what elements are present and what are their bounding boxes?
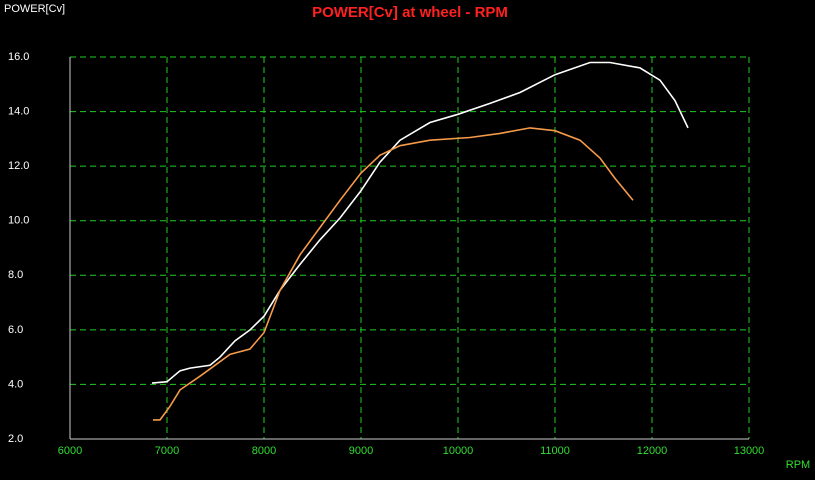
y-tick-label: 2.0 <box>8 433 23 445</box>
y-tick-label: 12.0 <box>8 160 29 172</box>
x-tick-label: 9000 <box>349 445 373 457</box>
y-axis-label: POWER[Cv] <box>4 3 65 15</box>
x-tick-label: 11000 <box>540 445 570 457</box>
line-series <box>151 61 689 384</box>
x-tick-label: 6000 <box>58 445 82 457</box>
x-axis-label: RPM <box>786 459 810 471</box>
y-tick-label: 14.0 <box>8 105 29 117</box>
y-tick-label: 8.0 <box>8 269 23 281</box>
y-tick-label: 6.0 <box>8 324 23 336</box>
x-tick-label: 12000 <box>637 445 668 457</box>
x-tick-label: 13000 <box>734 445 765 457</box>
y-tick-label: 10.0 <box>8 215 29 227</box>
y-tick-label: 4.0 <box>8 378 23 390</box>
x-tick-label: 10000 <box>443 445 474 457</box>
y-tick-label: 16.0 <box>8 51 29 63</box>
x-tick-label: 7000 <box>155 445 179 457</box>
line-series <box>153 127 634 421</box>
chart-title: POWER[Cv] at wheel - RPM <box>312 4 508 21</box>
x-tick-label: 8000 <box>252 445 276 457</box>
